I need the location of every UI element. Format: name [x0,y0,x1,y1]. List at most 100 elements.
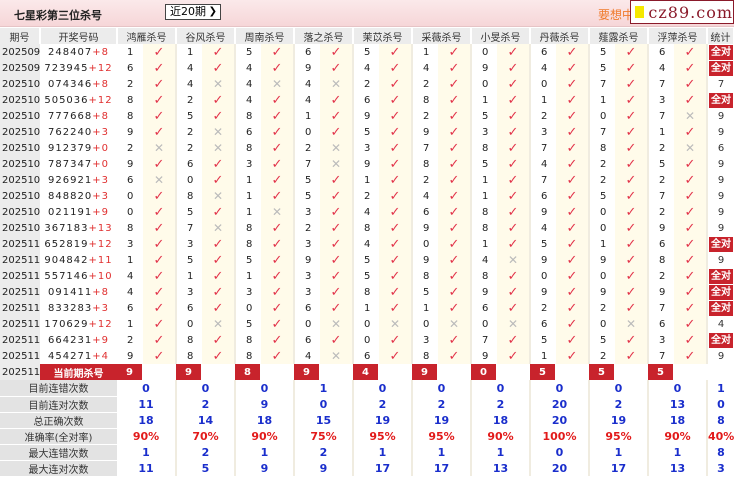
check-icon: ✓ [271,268,283,284]
kill-number: 9 [423,254,430,266]
draw-numbers: 652819+12 [40,236,117,252]
header-group: 丹薇杀号 [530,28,590,44]
cross-icon: ✕ [212,221,224,235]
check-icon: ✓ [448,172,460,188]
check-icon: ✓ [625,252,637,268]
kill-number: 0 [305,318,312,330]
stats-value: 18 [235,412,295,428]
check-icon: ✓ [566,268,578,284]
kill-number: 4 [246,62,253,74]
main-numbers: 557146 [44,270,89,282]
period-select[interactable]: 近20期 ❯ [165,4,221,20]
kill-number: 7 [541,174,548,186]
check-icon: ✓ [448,220,460,236]
check-icon: ✓ [212,268,224,284]
check-icon: ✓ [389,92,401,108]
check-icon: ✓ [330,44,342,60]
kill-number: 4 [659,62,666,74]
check-icon: ✓ [684,268,696,284]
stats-row: 目前连错次数 0 0 0 1 0 0 0 0 0 0 1 [0,380,734,397]
kill-number: 9 [482,62,489,74]
kill-number: 5 [364,46,371,58]
kill-number: 6 [541,318,548,330]
check-icon: ✓ [684,172,696,188]
check-icon: ✓ [330,220,342,236]
kill-number: 5 [600,46,607,58]
check-icon: ✓ [625,284,637,300]
stats-value: 0 [589,380,649,396]
kill-number: 6 [659,46,666,58]
check-icon: ✓ [389,332,401,348]
stats-value: 17 [412,460,472,476]
check-icon: ✓ [271,220,283,236]
bonus-number: +3 [92,302,109,314]
kill-number: 4 [541,158,548,170]
logo-text: cz89.com [648,2,733,22]
stats-value: 2 [412,396,472,412]
header-group: 薤露杀号 [589,28,649,44]
kill-number: 9 [364,158,371,170]
kill-number: 8 [482,142,489,154]
check-icon: ✓ [271,140,283,156]
kill-number: 4 [305,94,312,106]
stats-row: 总正确次数 18 14 18 15 19 19 18 20 19 18 8 [0,412,734,429]
draw-numbers: 787347+0 [40,156,117,172]
kill-number: 2 [305,142,312,154]
check-icon: ✓ [566,300,578,316]
table-row: 2025107848820+30✓8✕1✓5✓2✓4✓1✓6✓5✓7✓9 [0,188,734,204]
table-row: 2025106926921+36✕0✓1✓5✓1✓2✓1✓7✓2✓2✓9 [0,172,734,188]
stats-row: 目前连对次数 11 2 9 0 2 2 2 20 2 13 0 [0,396,734,413]
kill-number: 2 [305,222,312,234]
kill-number: 3 [246,286,253,298]
check-icon: ✓ [566,204,578,220]
bonus-number: +3 [92,174,109,186]
check-icon: ✓ [212,284,224,300]
promo-text[interactable]: 要想中 [598,8,635,22]
draw-numbers: 505036+12 [40,92,117,108]
kill-number: 6 [127,62,134,74]
kill-number: 4 [541,222,548,234]
check-icon: ✓ [389,60,401,76]
kill-number: 4 [482,254,489,266]
check-icon: ✓ [212,156,224,172]
stats-value: 0 [648,380,708,396]
current-kill-number: 5 [589,364,616,380]
kill-number: 6 [659,318,666,330]
kill-number: 9 [600,254,607,266]
check-icon: ✓ [389,268,401,284]
check-icon: ✓ [448,76,460,92]
kill-number: 8 [246,350,253,362]
kill-number: 8 [187,334,194,346]
kill-number: 9 [482,350,489,362]
kill-number: 3 [305,286,312,298]
stat-count: 9 [717,350,725,362]
kill-number: 1 [482,174,489,186]
site-logo[interactable]: cz89.com [630,0,734,24]
check-icon: ✓ [271,316,283,332]
all-right-badge: 全对 [709,268,733,284]
check-icon: ✓ [625,92,637,108]
check-icon: ✓ [212,252,224,268]
check-icon: ✓ [625,348,637,364]
kill-number: 8 [364,222,371,234]
kill-number: 7 [305,158,312,170]
kill-number: 9 [127,126,134,138]
cross-icon: ✕ [271,205,283,219]
table-row: 2025114833283+36✓6✓0✓6✓1✓1✓6✓2✓2✓7✓全对 [0,300,734,316]
kill-number: 6 [246,126,253,138]
kill-number: 3 [305,270,312,282]
kill-number: 7 [659,78,666,90]
main-numbers: 787347 [48,158,93,170]
check-icon: ✓ [566,332,578,348]
main-numbers: 454271 [48,350,93,362]
check-icon: ✓ [212,44,224,60]
stats-value: 13 [648,460,708,476]
main-numbers: 833283 [48,302,93,314]
stats-value: 14 [176,412,236,428]
kill-number: 3 [305,206,312,218]
kill-number: 1 [482,238,489,250]
check-icon: ✓ [389,252,401,268]
